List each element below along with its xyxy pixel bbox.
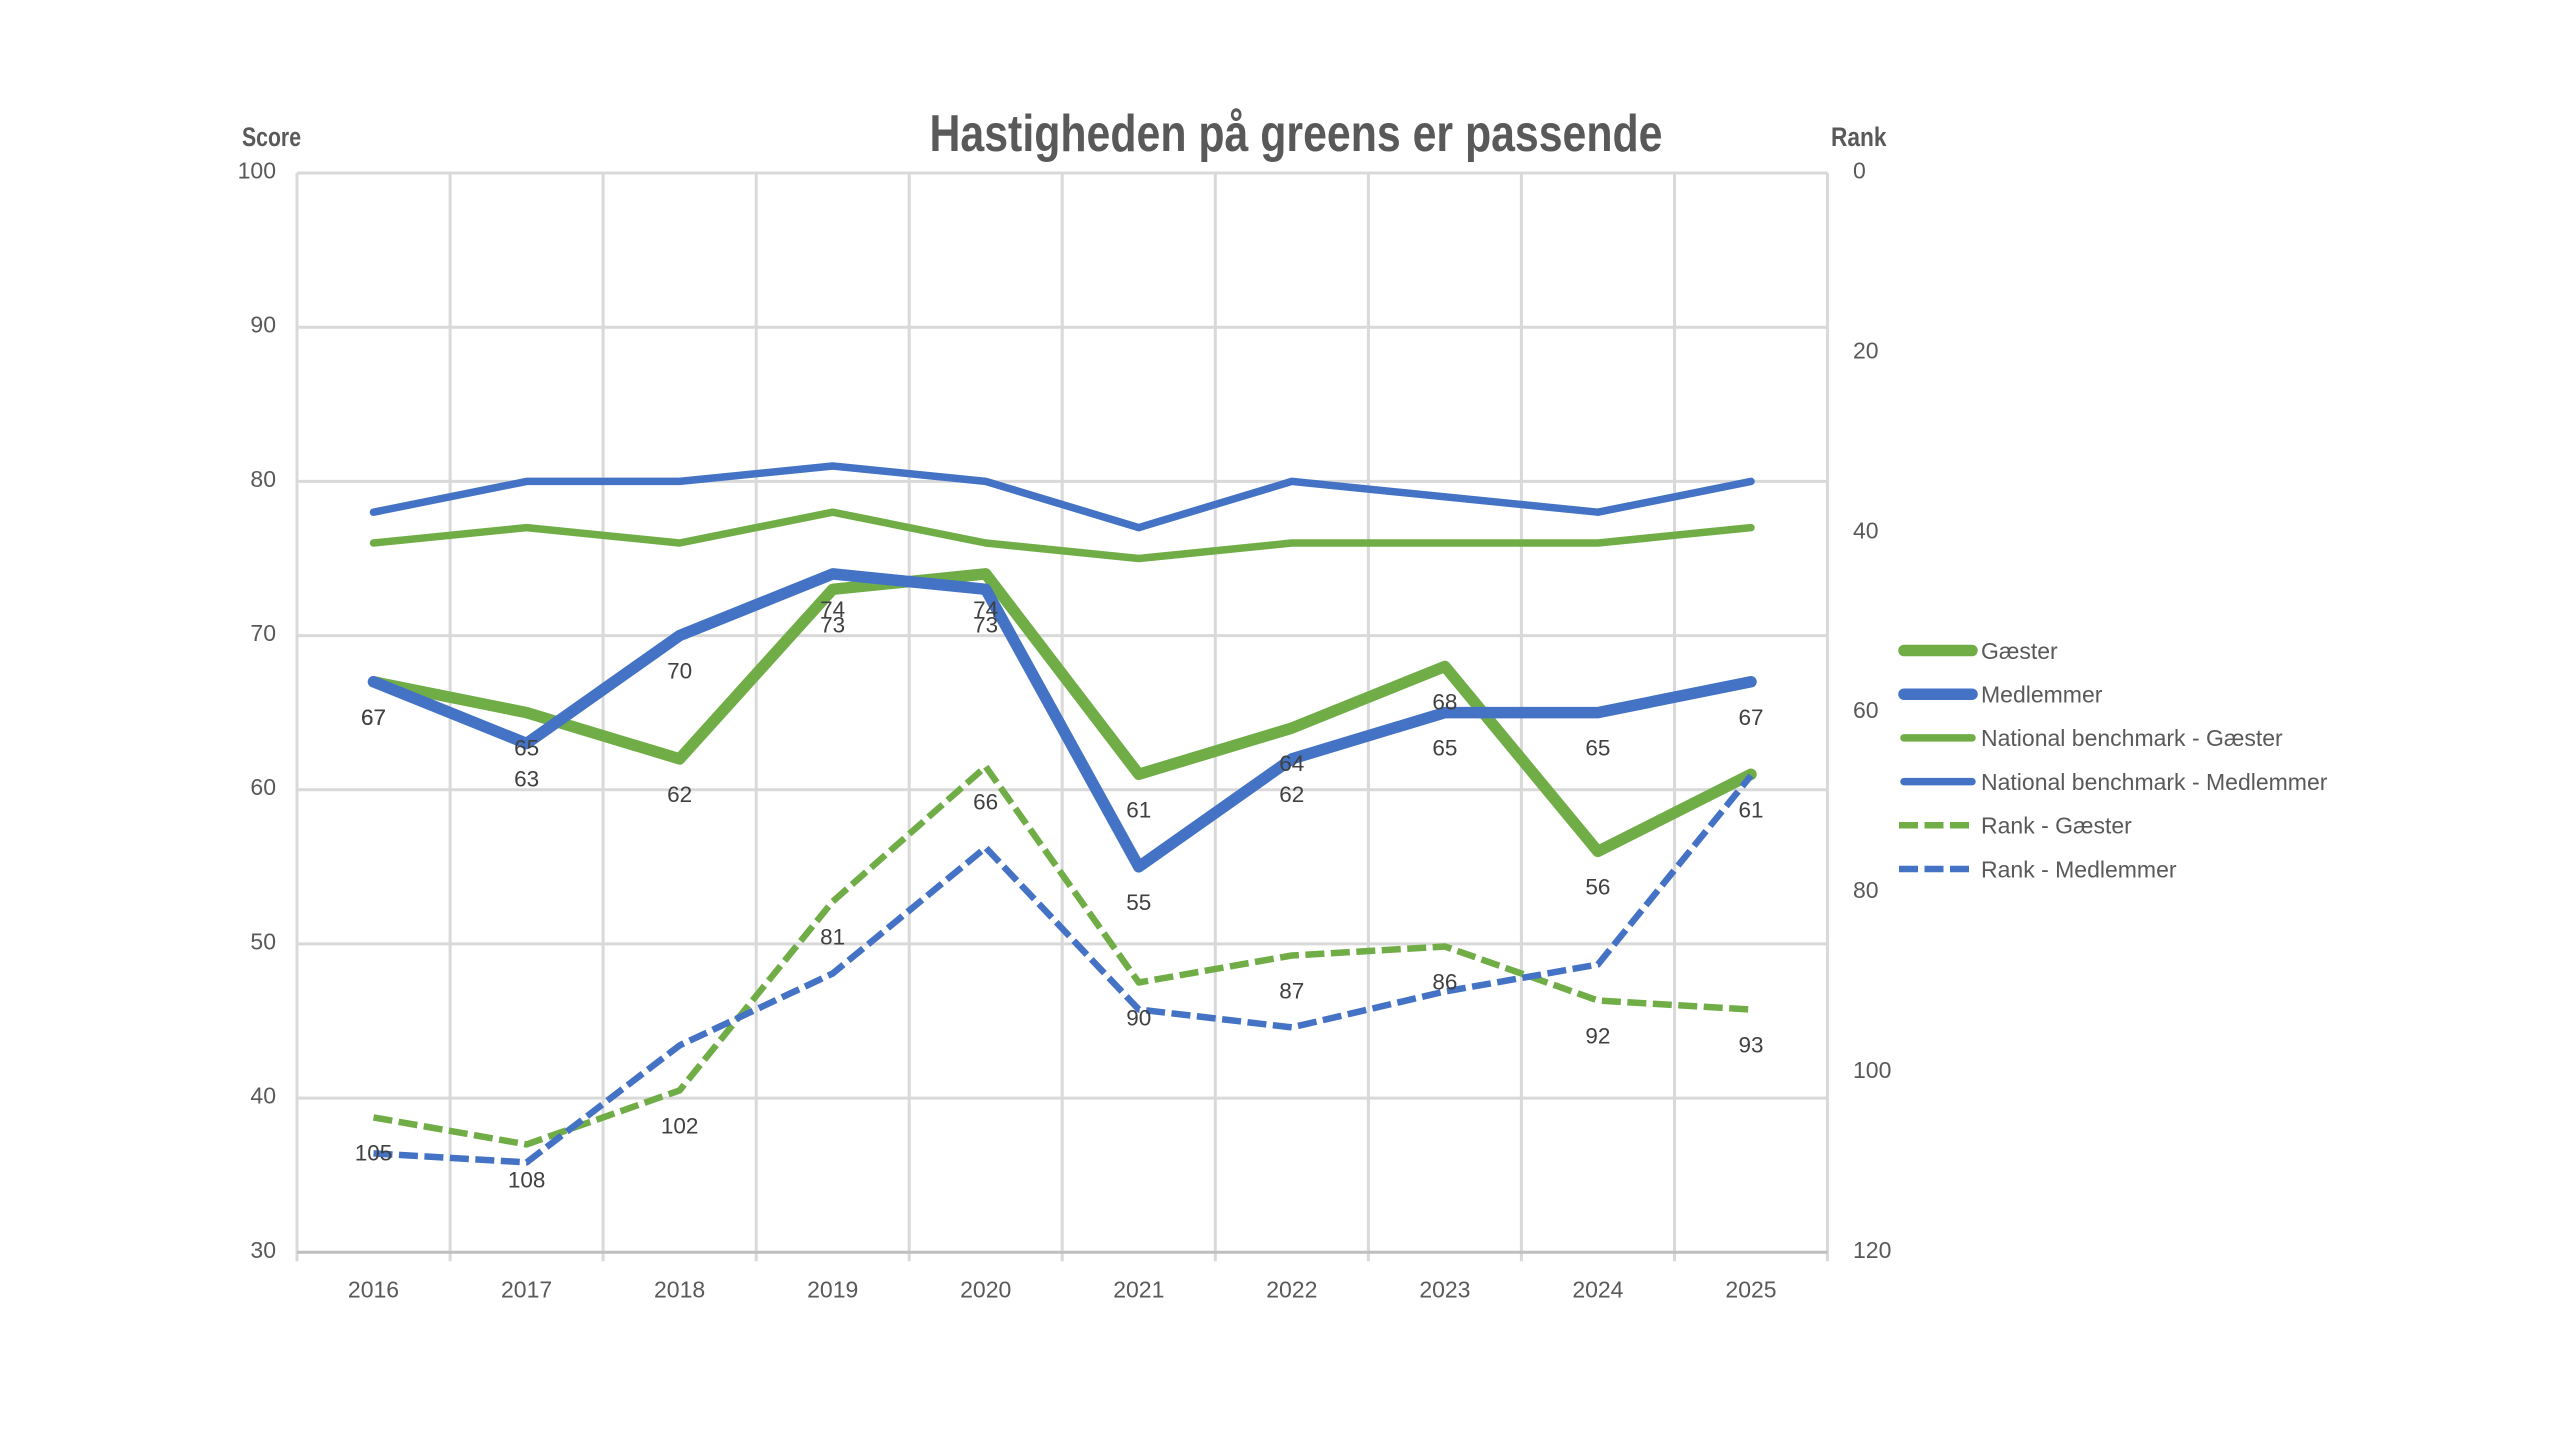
svg-text:80: 80 <box>250 466 276 492</box>
svg-text:65: 65 <box>1432 736 1457 761</box>
svg-text:Rank - Medlemmer: Rank - Medlemmer <box>1981 856 2177 882</box>
svg-text:60: 60 <box>250 774 276 800</box>
svg-text:86: 86 <box>1432 970 1457 995</box>
svg-text:National benchmark - Gæster: National benchmark - Gæster <box>1981 725 2283 751</box>
svg-text:65: 65 <box>514 736 539 761</box>
svg-text:61: 61 <box>1126 797 1151 822</box>
svg-text:2023: 2023 <box>1419 1277 1470 1303</box>
svg-text:100: 100 <box>238 158 276 184</box>
svg-text:Gæster: Gæster <box>1981 638 2058 664</box>
svg-text:Hastigheden på greens er passe: Hastigheden på greens er passende <box>930 105 1663 163</box>
svg-text:74: 74 <box>973 597 998 622</box>
svg-text:62: 62 <box>667 782 692 807</box>
svg-text:2021: 2021 <box>1113 1277 1164 1303</box>
svg-text:30: 30 <box>250 1237 276 1263</box>
svg-text:Rank: Rank <box>1831 122 1887 152</box>
svg-text:70: 70 <box>667 659 692 684</box>
svg-text:67: 67 <box>1738 705 1763 730</box>
svg-text:Rank - Gæster: Rank - Gæster <box>1981 813 2132 839</box>
svg-text:65: 65 <box>1585 736 1610 761</box>
svg-text:66: 66 <box>973 790 998 815</box>
svg-text:73: 73 <box>820 612 845 637</box>
svg-text:60: 60 <box>1853 697 1879 723</box>
svg-text:63: 63 <box>514 767 539 792</box>
svg-text:61: 61 <box>1738 797 1763 822</box>
svg-text:81: 81 <box>820 925 845 950</box>
svg-text:105: 105 <box>355 1140 393 1165</box>
svg-text:74: 74 <box>820 597 845 622</box>
svg-text:67: 67 <box>361 705 386 730</box>
svg-text:2018: 2018 <box>654 1277 705 1303</box>
svg-text:2020: 2020 <box>960 1277 1011 1303</box>
svg-text:102: 102 <box>661 1113 699 1138</box>
svg-text:67: 67 <box>361 705 386 730</box>
svg-text:55: 55 <box>1126 890 1151 915</box>
svg-text:2025: 2025 <box>1725 1277 1776 1303</box>
svg-text:62: 62 <box>1279 782 1304 807</box>
svg-text:56: 56 <box>1585 874 1610 899</box>
svg-text:National benchmark - Medlemmer: National benchmark - Medlemmer <box>1981 769 2328 795</box>
svg-text:2017: 2017 <box>501 1277 552 1303</box>
svg-text:2022: 2022 <box>1266 1277 1317 1303</box>
svg-text:120: 120 <box>1853 1237 1891 1263</box>
svg-text:0: 0 <box>1853 158 1866 184</box>
svg-text:70: 70 <box>250 620 276 646</box>
svg-text:50: 50 <box>250 928 276 954</box>
svg-text:90: 90 <box>1126 1006 1151 1031</box>
svg-text:68: 68 <box>1432 689 1457 714</box>
svg-text:Medlemmer: Medlemmer <box>1981 682 2103 708</box>
svg-text:64: 64 <box>1279 751 1304 776</box>
svg-text:73: 73 <box>973 612 998 637</box>
svg-text:40: 40 <box>250 1083 276 1109</box>
svg-text:40: 40 <box>1853 517 1879 543</box>
svg-text:93: 93 <box>1738 1033 1763 1058</box>
svg-text:87: 87 <box>1279 979 1304 1004</box>
svg-text:108: 108 <box>508 1167 546 1192</box>
svg-text:92: 92 <box>1585 1024 1610 1049</box>
svg-text:Score: Score <box>242 122 301 152</box>
svg-text:2016: 2016 <box>348 1277 399 1303</box>
svg-text:2019: 2019 <box>807 1277 858 1303</box>
svg-text:90: 90 <box>250 312 276 338</box>
svg-text:20: 20 <box>1853 337 1879 363</box>
svg-text:80: 80 <box>1853 877 1879 903</box>
svg-text:100: 100 <box>1853 1057 1891 1083</box>
svg-text:2024: 2024 <box>1572 1277 1623 1303</box>
